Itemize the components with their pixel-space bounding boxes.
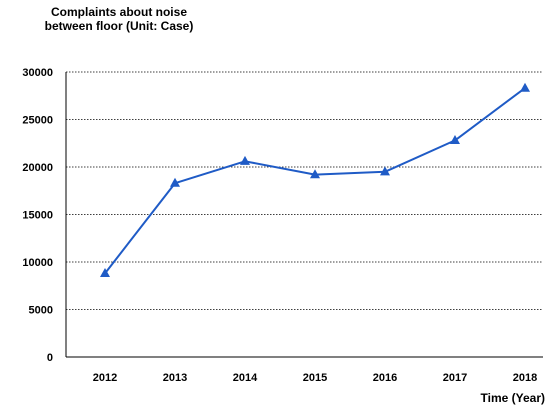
x-tick-label: 2015 (303, 372, 327, 384)
x-axis-ticks: 2012 2013 2014 2015 2016 2017 2018 (93, 372, 537, 384)
x-axis-title: Time (Year) (481, 391, 545, 405)
y-tick-label: 25000 (22, 115, 53, 127)
chart-title-line-2: between floor (Unit: Case) (44, 19, 194, 33)
y-tick-label: 20000 (22, 162, 53, 174)
y-tick-label: 15000 (22, 210, 53, 222)
data-point-marker (100, 268, 110, 277)
chart-title: Complaints about noise between floor (Un… (9, 5, 229, 33)
y-axis-ticks: 0 5000 10000 15000 20000 25000 30000 (22, 67, 53, 364)
data-point-marker (170, 177, 180, 187)
x-tick-label: 2017 (443, 372, 467, 384)
x-tick-label: 2012 (93, 372, 117, 384)
data-point-marker (380, 166, 390, 176)
data-point-marker (450, 135, 460, 144)
x-tick-label: 2013 (163, 372, 187, 384)
data-point-marker (310, 169, 320, 179)
y-tick-label: 30000 (22, 67, 53, 79)
x-tick-label: 2014 (233, 372, 258, 384)
gridlines (66, 71, 543, 310)
y-tick-label: 10000 (22, 257, 53, 269)
x-tick-label: 2016 (373, 372, 397, 384)
data-point-marker (240, 155, 250, 165)
series-line (104, 87, 526, 275)
y-tick-label: 5000 (29, 305, 53, 317)
x-tick-label: 2018 (513, 372, 537, 384)
y-tick-label: 0 (47, 352, 53, 364)
series-layer (100, 82, 530, 277)
chart-title-line-1: Complaints about noise (50, 5, 187, 19)
data-point-marker (520, 82, 530, 92)
